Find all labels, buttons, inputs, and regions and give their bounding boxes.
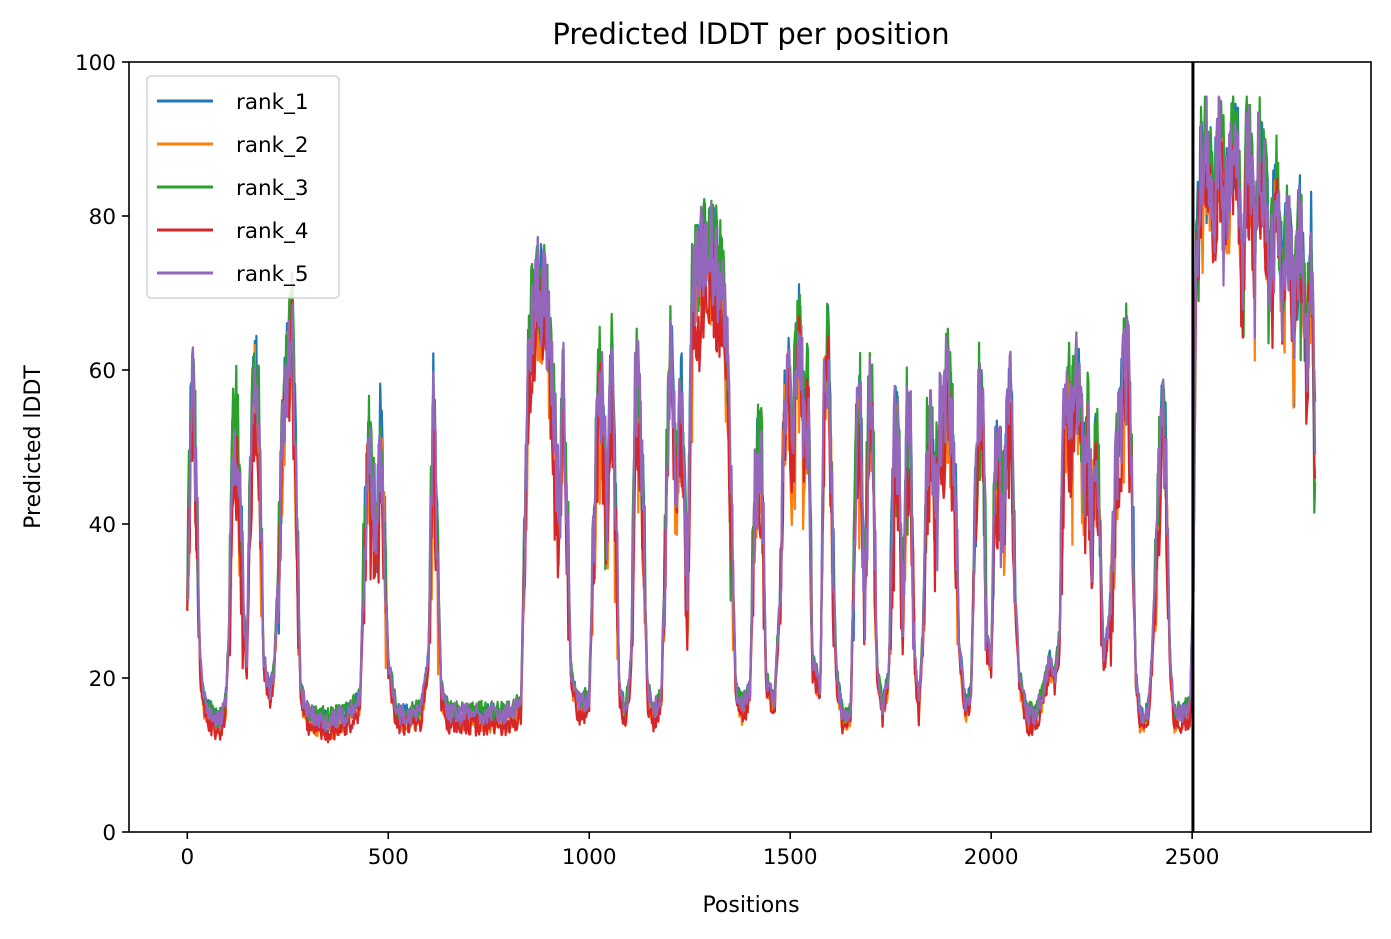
y-tick-label: 80 (89, 205, 116, 230)
legend-box (146, 75, 340, 299)
x-tick-label: 0 (180, 845, 194, 870)
x-axis-label: Positions (702, 893, 799, 918)
legend-label-rank_3: rank_3 (236, 176, 309, 201)
legend-label-rank_2: rank_2 (236, 133, 309, 158)
x-tick-label: 2500 (1165, 845, 1220, 870)
y-axis: 0 20 40 60 80 100 (75, 51, 129, 846)
plot-frame (128, 61, 1372, 833)
y-tick-label: 40 (89, 513, 116, 538)
legend-label-rank_5: rank_5 (236, 262, 309, 287)
y-tick-label: 0 (102, 821, 116, 846)
legend-label-rank_4: rank_4 (236, 219, 309, 244)
x-axis: 0 500 1000 1500 2000 2500 (180, 832, 1219, 870)
y-tick-label: 60 (89, 359, 116, 384)
x-tick-label: 1000 (562, 845, 617, 870)
x-tick-label: 500 (368, 845, 409, 870)
x-tick-label: 2000 (964, 845, 1019, 870)
series-line-rank_5 (186, 95, 1317, 733)
series-layer (186, 95, 1317, 744)
x-tick-label: 1500 (763, 845, 818, 870)
y-tick-label: 20 (89, 667, 116, 692)
y-axis-label: Predicted lDDT (21, 365, 46, 529)
chart-title: Predicted lDDT per position (552, 17, 949, 51)
legend-label-rank_1: rank_1 (236, 90, 309, 115)
legend: rank_1 rank_2 rank_3 rank_4 rank_5 (146, 75, 340, 299)
y-tick-label: 100 (75, 51, 116, 76)
